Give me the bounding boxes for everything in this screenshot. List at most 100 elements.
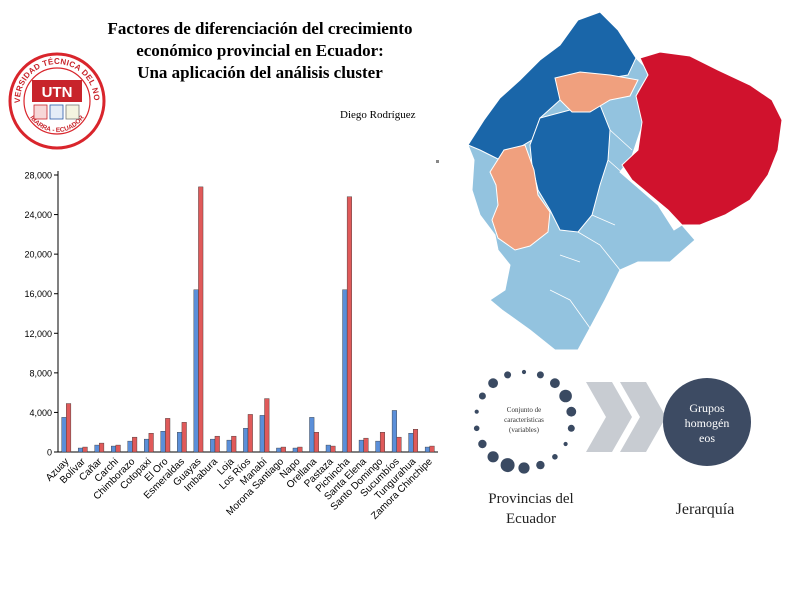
map-region-salmon-coast [489, 144, 551, 251]
logo-badge-box [32, 80, 82, 102]
map-region-red-amazon [621, 51, 783, 226]
ring-dot [552, 454, 558, 460]
bar-series1-17 [342, 289, 348, 453]
ring-dot [473, 425, 480, 432]
circle-text-2: características [504, 416, 544, 424]
ring-dot [521, 369, 527, 375]
title-line-1: Factores de diferenciación del crecimien… [107, 19, 413, 38]
bar-series1-16 [325, 444, 331, 453]
y-tick-label: 0 [47, 448, 52, 458]
bar-series1-5 [144, 438, 150, 453]
hierarchy-label: Jerarquía [676, 501, 735, 518]
bar-series1-8 [193, 289, 199, 453]
ring-dot [487, 451, 499, 463]
ring-dot [559, 389, 572, 403]
map-province-borders [549, 129, 633, 329]
bar-series2-7 [181, 422, 187, 453]
groups-circle-line-2: homogén [685, 416, 730, 430]
bar-series1-2 [94, 444, 100, 453]
y-tick-label: 28,000 [24, 171, 52, 181]
ring-dot [567, 424, 575, 432]
bar-series2-11 [247, 414, 253, 453]
title-line-3: Una aplicación del análisis cluster [137, 63, 383, 82]
y-tick-label: 12,000 [24, 329, 52, 339]
cluster-diagram: Conjunto de características (variables) … [473, 369, 751, 527]
bar-series2-18 [363, 437, 369, 453]
poster-title: Factores de diferenciación del crecimien… [70, 18, 450, 84]
logo-book-icon [65, 104, 80, 120]
bar-series1-14 [292, 447, 298, 453]
ring-dot [550, 378, 560, 389]
bar-series1-6 [160, 431, 166, 453]
bar-series2-16 [330, 445, 336, 453]
map-region-salmon-north [554, 71, 639, 113]
y-tick-label: 20,000 [24, 250, 52, 260]
ecuador-cluster-map [467, 11, 783, 351]
bar-series1-18 [358, 439, 364, 453]
bar-series1-7 [177, 432, 183, 453]
bar-series2-6 [165, 418, 171, 453]
ring-dot [518, 462, 530, 474]
bar-series1-19 [375, 440, 381, 453]
logo-badge-text: UTN [42, 84, 73, 101]
bar-series2-19 [379, 432, 385, 453]
bar-series2-5 [148, 433, 154, 453]
circle-text-1: Conjunto de [507, 406, 541, 414]
ring-dot [563, 441, 568, 447]
ring-dot [478, 439, 487, 449]
y-tick-label: 8,000 [29, 368, 52, 378]
university-logo: UNIVERSIDAD TÉCNICA DEL NORTE IBARRA - E… [8, 52, 106, 150]
bar-series2-0 [66, 403, 72, 453]
chevron-arrow-icon-2 [620, 382, 666, 452]
bar-series2-20 [396, 436, 402, 453]
bar-series2-21 [413, 429, 419, 453]
bar-series2-10 [231, 435, 237, 453]
bar-series2-9 [214, 435, 220, 453]
bar-series1-10 [226, 439, 232, 453]
bar-series1-21 [408, 433, 414, 453]
y-tick-label: 4,000 [29, 408, 52, 418]
ring-dot [478, 392, 486, 400]
bar-series1-4 [127, 440, 133, 453]
bar-series2-22 [429, 445, 435, 453]
ring-dot [500, 458, 515, 473]
y-tick-label: 16,000 [24, 289, 52, 299]
chevron-arrow-icon-1 [586, 382, 632, 452]
bar-series2-14 [297, 446, 303, 453]
bar-series1-1 [77, 447, 83, 453]
bar-chart: 0 4,000 8,000 12,000 16,000 20,000 24,000 28,00… [24, 171, 438, 522]
ring-dot [566, 406, 577, 417]
bar-series2-17 [346, 196, 352, 453]
groups-circle-line-3: eos [699, 431, 715, 445]
bar-series1-0 [61, 417, 67, 453]
bar-series2-15 [313, 432, 319, 453]
bar-series1-9 [210, 438, 216, 453]
bar-series1-11 [243, 428, 249, 453]
stray-dot [436, 160, 439, 163]
bar-series1-20 [391, 410, 397, 453]
ring-dot [488, 378, 498, 389]
ring-dot [504, 371, 512, 379]
bar-series1-12 [259, 415, 265, 453]
bar-series2-4 [132, 436, 138, 453]
ring-dot [474, 409, 479, 414]
bar-series2-2 [99, 442, 105, 453]
variables-dot-ring [473, 369, 577, 474]
bar-series2-1 [82, 446, 88, 453]
bar-series1-13 [276, 447, 282, 453]
ring-dot [536, 371, 544, 379]
circle-text-3: (variables) [509, 426, 540, 434]
bar-series2-13 [280, 446, 286, 453]
title-line-2: económico provincial en Ecuador: [136, 41, 384, 60]
provinces-label-line-1: Provincias del [488, 491, 573, 507]
bar-series1-3 [111, 445, 117, 453]
bar-series2-8 [198, 186, 204, 453]
logo-flask-icon [49, 104, 64, 120]
ring-dot [536, 460, 545, 470]
author-name: Diego Rodríguez [340, 109, 416, 121]
bar-series1-15 [309, 417, 315, 453]
provinces-label-line-2: Ecuador [506, 511, 556, 527]
y-tick-label: 24,000 [24, 210, 52, 220]
logo-shield-icon [33, 104, 48, 120]
bar-series2-12 [264, 398, 270, 453]
